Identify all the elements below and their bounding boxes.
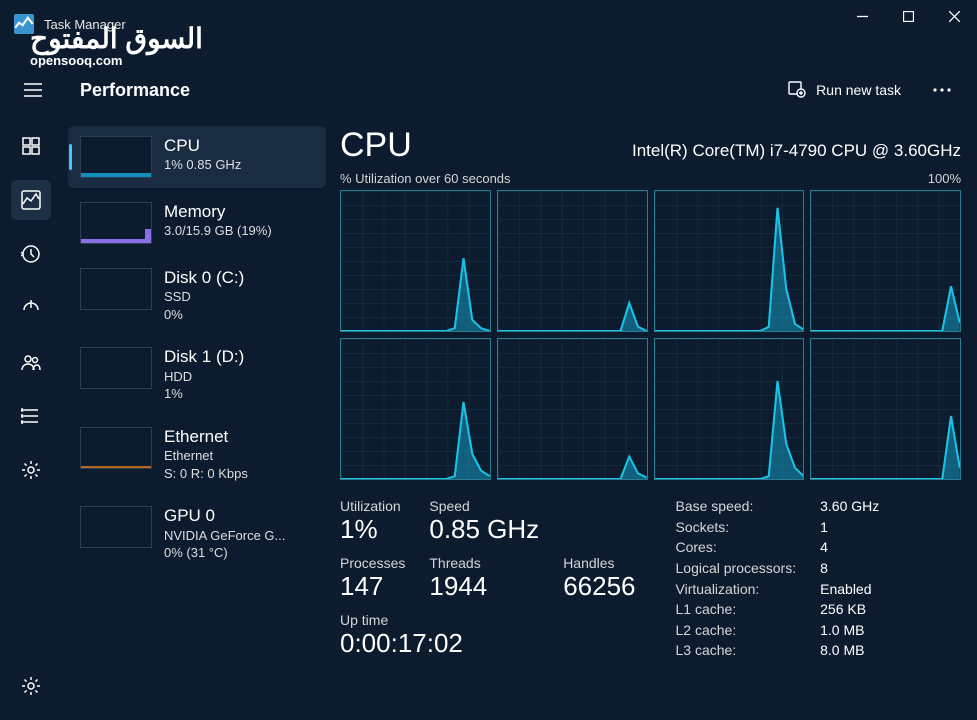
stat-label: Threads: [429, 555, 539, 571]
sidebar-item-title: Disk 0 (C:): [164, 268, 244, 288]
spec-label: Logical processors:: [676, 560, 797, 577]
sidebar-item-sub2: S: 0 R: 0 Kbps: [164, 465, 248, 483]
sidebar-item-title: Disk 1 (D:): [164, 347, 244, 367]
uptime-value: 0:00:17:02: [340, 628, 636, 659]
sidebar-item-disk0[interactable]: Disk 0 (C:) SSD 0%: [68, 258, 326, 333]
sidebar-list: CPU 1% 0.85 GHz Memory 3.0/15.9 GB (19%)…: [68, 126, 326, 720]
stat-label: Speed: [429, 498, 539, 514]
chart-right-label: 100%: [928, 171, 961, 186]
spec-label: Cores:: [676, 539, 797, 556]
spec-value: 4: [820, 539, 879, 556]
sidebar-item-sub2: 1%: [164, 385, 244, 403]
sidebar-item-sub: NVIDIA GeForce G...: [164, 527, 285, 545]
stats-area: Utilization 1% Speed 0.85 GHz Processes …: [340, 498, 961, 659]
main-panel: CPU Intel(R) Core(TM) i7-4790 CPU @ 3.60…: [340, 126, 961, 720]
cpu-core-chart-4: [340, 338, 491, 480]
run-task-label: Run new task: [816, 82, 901, 98]
chart-left-label: % Utilization over 60 seconds: [340, 171, 511, 186]
nav-users[interactable]: [11, 342, 51, 382]
stat-value: 0.85 GHz: [429, 514, 539, 545]
cpu-core-chart-5: [497, 338, 648, 480]
stat-value: 147: [340, 571, 405, 602]
spec-label: Sockets:: [676, 519, 797, 536]
more-button[interactable]: [923, 71, 961, 109]
gpu0-thumb: [80, 506, 152, 548]
cpu-core-chart-1: [497, 190, 648, 332]
spec-label: L1 cache:: [676, 601, 797, 618]
stat-value: 66256: [563, 571, 635, 602]
sidebar-item-memory[interactable]: Memory 3.0/15.9 GB (19%): [68, 192, 326, 254]
stat-value: 1%: [340, 514, 405, 545]
hamburger-button[interactable]: [14, 71, 52, 109]
disk1-thumb: [80, 347, 152, 389]
window-controls: [839, 0, 977, 32]
sidebar-item-title: Memory: [164, 202, 272, 222]
spec-value: 3.60 GHz: [820, 498, 879, 515]
spec-value: 256 KB: [820, 601, 879, 618]
cpu-core-chart-grid: [340, 190, 961, 480]
spec-value: 8.0 MB: [820, 642, 879, 659]
sidebar-item-sub2: 0%: [164, 306, 244, 324]
cpu-core-chart-7: [810, 338, 961, 480]
spec-label: L2 cache:: [676, 622, 797, 639]
sidebar-item-sub: HDD: [164, 368, 244, 386]
stat-label: Processes: [340, 555, 405, 571]
nav-processes[interactable]: [11, 126, 51, 166]
stats-left: Utilization 1% Speed 0.85 GHz Processes …: [340, 498, 636, 659]
sidebar-item-title: GPU 0: [164, 506, 285, 526]
cpu-model-name: Intel(R) Core(TM) i7-4790 CPU @ 3.60GHz: [632, 141, 961, 161]
sidebar-item-gpu0[interactable]: GPU 0 NVIDIA GeForce G... 0% (31 °C): [68, 496, 326, 571]
nav-history[interactable]: [11, 234, 51, 274]
sidebar-item-ethernet[interactable]: Ethernet Ethernet S: 0 R: 0 Kbps: [68, 417, 326, 492]
app-icon: [14, 14, 34, 34]
stat-value: 1944: [429, 571, 539, 602]
sidebar-item-sub2: 0% (31 °C): [164, 544, 285, 562]
nav-startup[interactable]: [11, 288, 51, 328]
stat-label: Utilization: [340, 498, 405, 514]
minimize-button[interactable]: [839, 0, 885, 32]
spec-value: 8: [820, 560, 879, 577]
titlebar: Task Manager: [0, 0, 977, 48]
spec-value: 1: [820, 519, 879, 536]
cpu-core-chart-3: [810, 190, 961, 332]
disk0-thumb: [80, 268, 152, 310]
maximize-button[interactable]: [885, 0, 931, 32]
cpu-thumb: [80, 136, 152, 178]
run-task-icon: [788, 80, 806, 101]
stat-label: Handles: [563, 555, 635, 571]
ethernet-thumb: [80, 427, 152, 469]
close-button[interactable]: [931, 0, 977, 32]
sidebar-item-cpu[interactable]: CPU 1% 0.85 GHz: [68, 126, 326, 188]
stats-right: Base speed: 3.60 GHz Sockets: 1 Cores: 4 Logic…: [676, 498, 880, 659]
nav-services[interactable]: [11, 450, 51, 490]
spec-label: L3 cache:: [676, 642, 797, 659]
nav-performance[interactable]: [11, 180, 51, 220]
spec-value: 1.0 MB: [820, 622, 879, 639]
spec-value: Enabled: [820, 581, 879, 598]
sidebar-item-sub: 1% 0.85 GHz: [164, 156, 241, 174]
cpu-core-chart-0: [340, 190, 491, 332]
sidebar-item-title: CPU: [164, 136, 241, 156]
sidebar-item-sub: 3.0/15.9 GB (19%): [164, 222, 272, 240]
spec-label: Base speed:: [676, 498, 797, 515]
nav-rail: [0, 118, 62, 720]
sidebar-item-sub: SSD: [164, 288, 244, 306]
cpu-core-chart-6: [654, 338, 805, 480]
sidebar-item-sub: Ethernet: [164, 447, 248, 465]
spec-label: Virtualization:: [676, 581, 797, 598]
window-title: Task Manager: [44, 17, 126, 32]
page-title: Performance: [80, 80, 190, 101]
uptime-label: Up time: [340, 612, 636, 628]
run-new-task-button[interactable]: Run new task: [776, 74, 913, 107]
sidebar-item-title: Ethernet: [164, 427, 248, 447]
sidebar-item-disk1[interactable]: Disk 1 (D:) HDD 1%: [68, 337, 326, 412]
nav-details[interactable]: [11, 396, 51, 436]
header: Performance Run new task: [0, 64, 977, 116]
cpu-core-chart-2: [654, 190, 805, 332]
memory-thumb: [80, 202, 152, 244]
main-title: CPU: [340, 126, 412, 165]
nav-settings[interactable]: [11, 666, 51, 706]
